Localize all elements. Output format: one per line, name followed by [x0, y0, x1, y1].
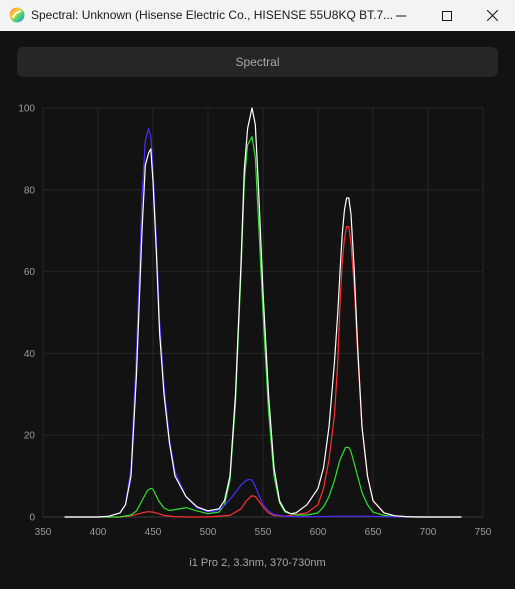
x-tick-label: 700 — [420, 527, 437, 538]
title-bar[interactable]: Spectral: Unknown (Hisense Electric Co.,… — [0, 0, 515, 31]
maximize-icon — [442, 10, 452, 21]
spectral-chart: 350 400 450 500 550 600 650 700 750 0 20 40 60 80 100 — [18, 104, 491, 539]
x-tick-label: 500 — [200, 527, 217, 538]
chart-axes: 350 400 450 500 550 600 650 700 750 0 20 40 60 80 100 — [18, 104, 491, 539]
x-tick-label: 400 — [90, 527, 107, 538]
window-title: Spectral: Unknown (Hisense Electric Co.,… — [31, 8, 394, 22]
y-tick-label: 100 — [18, 104, 35, 115]
y-tick-label: 40 — [24, 349, 36, 360]
x-tick-label: 650 — [365, 527, 382, 538]
y-tick-label: 20 — [24, 431, 36, 442]
instrument-label: i1 Pro 2, 3.3nm, 370-730nm — [189, 557, 326, 569]
x-tick-label: 550 — [255, 527, 272, 538]
chart-series — [64, 107, 462, 518]
minimize-icon — [396, 15, 406, 16]
tab-spectral-label: Spectral — [235, 55, 280, 69]
green-series-line — [64, 135, 462, 518]
y-tick-label: 60 — [24, 267, 36, 278]
x-tick-label: 450 — [145, 527, 162, 538]
app-logo-icon — [9, 7, 25, 23]
white-series-line — [64, 107, 462, 518]
y-tick-label: 80 — [24, 185, 36, 196]
y-tick-label: 0 — [29, 513, 35, 524]
x-tick-label: 600 — [310, 527, 327, 538]
minimize-button[interactable] — [378, 0, 424, 31]
window-content: Spectral 350 400 450 500 550 600 650 700 750 0 20 4… — [1, 31, 514, 588]
close-icon — [486, 10, 498, 21]
x-tick-label: 750 — [475, 527, 492, 538]
maximize-button[interactable] — [424, 0, 470, 31]
blue-series-line — [64, 127, 462, 518]
tab-spectral[interactable]: Spectral — [17, 47, 498, 77]
close-button[interactable] — [469, 0, 515, 31]
x-tick-label: 350 — [35, 527, 52, 538]
